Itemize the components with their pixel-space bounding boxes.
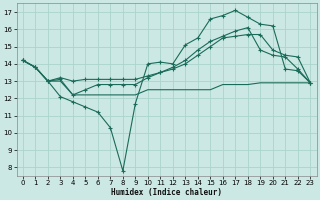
X-axis label: Humidex (Indice chaleur): Humidex (Indice chaleur): [111, 188, 222, 197]
